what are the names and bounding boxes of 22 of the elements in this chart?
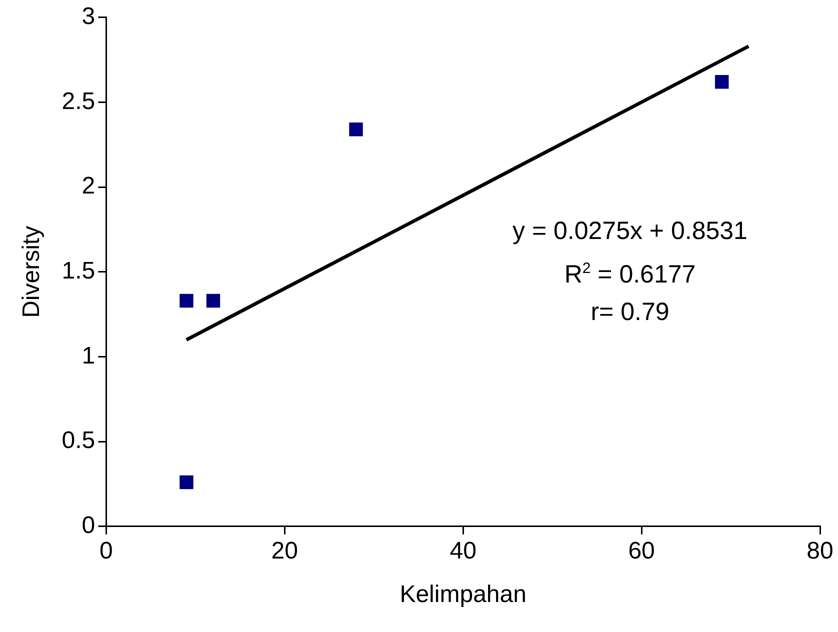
y-tick-label: 0	[82, 512, 96, 540]
y-tick-label: 2	[82, 172, 96, 200]
x-tick-label: 40	[450, 537, 476, 564]
y-tick-label: 2.5	[62, 88, 96, 115]
point	[180, 475, 194, 490]
point	[180, 294, 194, 308]
point	[714, 75, 729, 89]
y-tick-label: 0.5	[62, 427, 96, 454]
x-tick-label: 20	[271, 537, 298, 564]
annotation: r= 0.79	[590, 297, 670, 328]
y-axis-title: Diversity	[18, 226, 46, 318]
x-tick-label: 0	[99, 537, 113, 564]
annotation: R$^{2}$ = 0.6177	[563, 259, 697, 290]
y-tick-label: 3	[82, 3, 96, 30]
point	[206, 294, 220, 308]
annotation: y = 0.0275x + 0.8531	[512, 216, 748, 247]
y-tick-label: 1.5	[62, 258, 96, 285]
x-tick-label: 60	[628, 537, 655, 564]
point	[349, 122, 363, 136]
x-tick-label: 80	[806, 537, 834, 564]
x-axis-title: Kelimpahan	[400, 581, 526, 608]
y-tick-label: 1	[82, 342, 96, 370]
